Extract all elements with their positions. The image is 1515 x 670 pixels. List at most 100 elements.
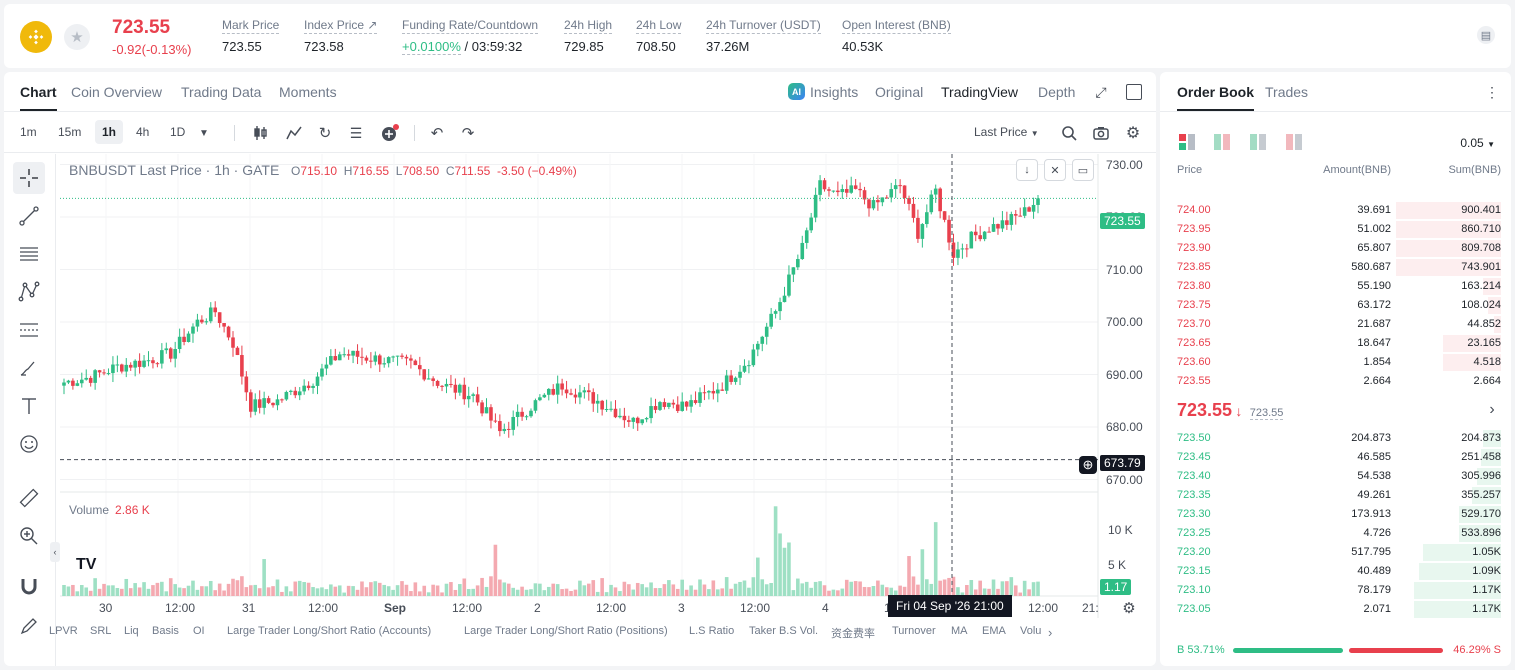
ask-row[interactable]: 723.75 63.172 108.024 — [1160, 296, 1511, 315]
arrow-down-icon[interactable]: ↓ — [1016, 159, 1038, 181]
camera-icon[interactable] — [1092, 124, 1110, 142]
fullscreen-icon[interactable] — [1126, 84, 1142, 100]
book-layout-asks-icon[interactable] — [1286, 134, 1302, 150]
zoom-tool-icon[interactable] — [13, 520, 45, 552]
interval-1d[interactable]: 1D — [170, 125, 186, 139]
depth-button[interactable]: Depth — [1038, 84, 1076, 100]
indicator-turnover[interactable]: Turnover — [892, 625, 936, 637]
stat-index-price[interactable]: Index Price ↗ 723.58 — [304, 18, 378, 54]
alert-icon[interactable] — [380, 123, 400, 143]
ruler-tool-icon[interactable] — [13, 482, 45, 514]
brush-tool-icon[interactable] — [13, 352, 45, 384]
book-layout-buy-sell-icon[interactable] — [1214, 134, 1230, 150]
replay-icon[interactable]: ↻ — [318, 125, 332, 142]
ask-row[interactable]: 723.95 51.002 860.710 — [1160, 220, 1511, 239]
ask-row[interactable]: 723.70 21.687 44.852 — [1160, 315, 1511, 334]
ask-row[interactable]: 724.00 39.691 900.401 — [1160, 201, 1511, 220]
mid-price-row[interactable]: 723.55 ↓ 723.55 — [1177, 400, 1284, 421]
ask-row[interactable]: 723.65 18.647 23.165 — [1160, 334, 1511, 353]
indicator-ma[interactable]: MA — [951, 625, 968, 637]
emoji-tool-icon[interactable] — [13, 428, 45, 460]
bid-row[interactable]: 723.30 173.913 529.170 — [1160, 505, 1511, 524]
precision-select[interactable]: 0.05 ▼ — [1460, 136, 1495, 150]
pencil-lock-tool-icon[interactable] — [13, 610, 45, 642]
indicator-basis[interactable]: Basis — [152, 625, 179, 637]
original-view-button[interactable]: Original — [875, 84, 924, 100]
ask-row[interactable]: 723.80 55.190 163.214 — [1160, 277, 1511, 296]
horizontal-lines-tool-icon[interactable] — [13, 238, 45, 270]
settings-gear-icon[interactable]: ⚙ — [1122, 600, 1136, 617]
bid-row[interactable]: 723.45 46.585 251.458 — [1160, 448, 1511, 467]
interval-1m[interactable]: 1m — [20, 125, 37, 139]
templates-icon[interactable]: ☰ — [349, 124, 363, 141]
bid-row[interactable]: 723.15 40.489 1.09K — [1160, 562, 1511, 581]
tab-trades[interactable]: Trades — [1265, 84, 1309, 100]
candle-body — [435, 380, 440, 386]
interval-15m[interactable]: 15m — [58, 125, 82, 139]
indicator-taker-vol[interactable]: Taker B.S Vol. — [749, 625, 819, 637]
volume-bar — [111, 585, 115, 596]
collapse-toolbar-icon[interactable]: ‹ — [50, 542, 60, 562]
tab-order-book[interactable]: Order Book — [1177, 84, 1255, 111]
indicator-ls-ratio[interactable]: L.S Ratio — [689, 625, 735, 637]
bid-row[interactable]: 723.40 54.538 305.996 — [1160, 467, 1511, 486]
bid-row[interactable]: 723.10 78.179 1.17K — [1160, 581, 1511, 600]
search-icon[interactable] — [1060, 124, 1078, 142]
text-tool-icon[interactable] — [13, 390, 45, 422]
candles-icon[interactable] — [252, 124, 270, 142]
redo-icon[interactable]: ↷ — [461, 125, 475, 142]
ask-row[interactable]: 723.60 1.854 4.518 — [1160, 353, 1511, 372]
indicators-icon[interactable] — [285, 124, 303, 142]
gear-icon[interactable]: ⚙ — [1125, 125, 1141, 142]
pattern-tool-icon[interactable] — [13, 276, 45, 308]
tab-chart[interactable]: Chart — [20, 84, 57, 111]
stat-mark-price[interactable]: Mark Price 723.55 — [222, 18, 280, 54]
expand-icon[interactable]: ⤢ — [1095, 83, 1107, 100]
indicator-lpvr[interactable]: LPVR — [49, 625, 78, 637]
stat-open-interest[interactable]: Open Interest (BNB) 40.53K — [842, 18, 951, 54]
fib-tool-icon[interactable] — [13, 314, 45, 346]
add-alert-icon[interactable]: ⊕ — [1079, 456, 1097, 474]
ask-row[interactable]: 723.85 580.687 743.901 — [1160, 258, 1511, 277]
stat-funding-rate[interactable]: Funding Rate/Countdown +0.0100% / 03:59:… — [402, 18, 539, 55]
tab-moments[interactable]: Moments — [279, 84, 337, 100]
candlestick-chart[interactable] — [4, 72, 1156, 666]
indicator-lt-positions[interactable]: Large Trader Long/Short Ratio (Positions… — [464, 625, 668, 637]
candle-body — [369, 360, 373, 362]
magnet-tool-icon[interactable] — [13, 570, 45, 602]
indicator-oi[interactable]: OI — [193, 625, 205, 637]
tab-coin-overview[interactable]: Coin Overview — [71, 84, 163, 100]
book-layout-both-icon[interactable] — [1179, 134, 1195, 150]
chevron-right-icon[interactable]: › — [1489, 401, 1495, 418]
bid-row[interactable]: 723.20 517.795 1.05K — [1160, 543, 1511, 562]
bid-row[interactable]: 723.05 2.071 1.17K — [1160, 600, 1511, 619]
ask-row[interactable]: 723.90 65.807 809.708 — [1160, 239, 1511, 258]
tab-trading-data[interactable]: Trading Data — [181, 84, 262, 100]
bid-row[interactable]: 723.35 49.261 355.257 — [1160, 486, 1511, 505]
interval-4h[interactable]: 4h — [136, 125, 150, 139]
collapse-icon[interactable]: ✕ — [1044, 159, 1066, 181]
chevron-down-icon[interactable]: ▼ — [199, 127, 209, 139]
indicator-volume[interactable]: Volu — [1020, 625, 1042, 637]
indicator-srl[interactable]: SRL — [90, 625, 112, 637]
indicator-funding[interactable]: 资金费率 — [831, 628, 875, 640]
more-icon[interactable]: ⋮ — [1485, 83, 1499, 100]
bid-row[interactable]: 723.50 204.873 204.873 — [1160, 429, 1511, 448]
indicator-ema[interactable]: EMA — [982, 625, 1006, 637]
indicator-lt-accounts[interactable]: Large Trader Long/Short Ratio (Accounts) — [227, 625, 432, 637]
favorite-star-icon[interactable]: ★ — [64, 24, 90, 50]
trendline-tool-icon[interactable] — [13, 200, 45, 232]
crosshair-tool-icon[interactable] — [13, 162, 45, 194]
price-source-select[interactable]: Last Price ▼ — [974, 125, 1039, 139]
doc-icon[interactable]: ▤ — [1477, 26, 1495, 44]
undo-icon[interactable]: ↶ — [430, 125, 444, 142]
insights-button[interactable]: Insights — [810, 84, 859, 100]
indicator-liq[interactable]: Liq — [124, 625, 139, 637]
tradingview-button[interactable]: TradingView — [941, 84, 1019, 100]
bid-row[interactable]: 723.25 4.726 533.896 — [1160, 524, 1511, 543]
chevron-right-icon[interactable]: › — [1048, 625, 1053, 640]
book-layout-bids-icon[interactable] — [1250, 134, 1266, 150]
interval-1h[interactable]: 1h — [95, 120, 124, 144]
maximize-icon[interactable]: ▭ — [1072, 159, 1094, 181]
ask-row[interactable]: 723.55 2.664 2.664 — [1160, 372, 1511, 391]
